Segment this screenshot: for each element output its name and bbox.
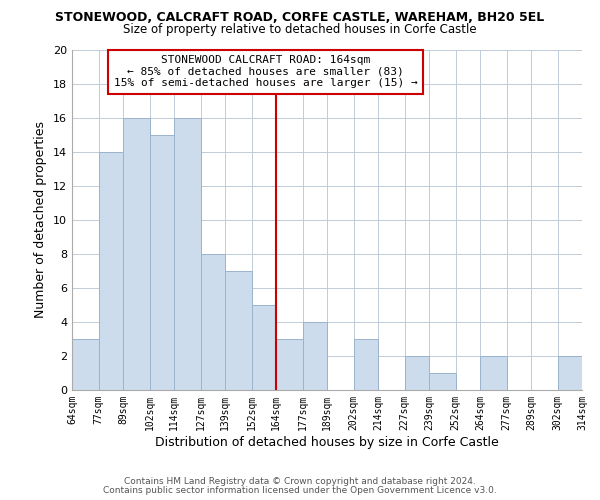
Text: Contains HM Land Registry data © Crown copyright and database right 2024.: Contains HM Land Registry data © Crown c… [124,477,476,486]
Bar [557,356,582,390]
Bar [72,339,98,390]
Text: STONEWOOD, CALCRAFT ROAD, CORFE CASTLE, WAREHAM, BH20 5EL: STONEWOOD, CALCRAFT ROAD, CORFE CASTLE, … [55,11,545,24]
Bar [480,356,506,390]
Bar [123,118,149,390]
Bar [174,118,200,390]
Text: Contains public sector information licensed under the Open Government Licence v3: Contains public sector information licen… [103,486,497,495]
Bar [353,339,378,390]
Bar [200,254,225,390]
Y-axis label: Number of detached properties: Number of detached properties [34,122,47,318]
Text: Size of property relative to detached houses in Corfe Castle: Size of property relative to detached ho… [123,22,477,36]
Bar [429,373,455,390]
Text: STONEWOOD CALCRAFT ROAD: 164sqm
← 85% of detached houses are smaller (83)
15% of: STONEWOOD CALCRAFT ROAD: 164sqm ← 85% of… [114,55,418,88]
X-axis label: Distribution of detached houses by size in Corfe Castle: Distribution of detached houses by size … [155,436,499,448]
Bar [302,322,327,390]
Bar [404,356,429,390]
Bar [251,305,276,390]
Bar [149,135,174,390]
Bar [225,271,251,390]
Bar [276,339,302,390]
Bar [98,152,123,390]
